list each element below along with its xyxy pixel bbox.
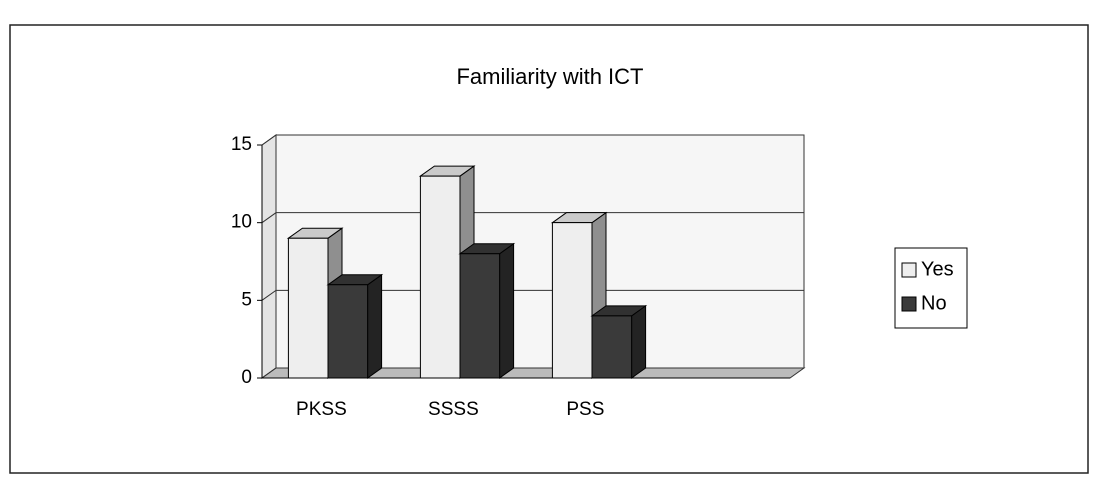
y-tick-label: 0 [241, 367, 252, 388]
x-tick-label: PSS [566, 399, 604, 420]
y-tick-label: 5 [241, 289, 252, 310]
legend-label: Yes [921, 258, 954, 280]
x-tick-label: PKSS [296, 399, 347, 420]
bar-front [591, 315, 633, 379]
y-tick-label: 15 [231, 134, 252, 155]
bar-side [499, 242, 515, 379]
bar [326, 273, 384, 379]
bar-side [631, 304, 647, 379]
legend-swatch [901, 262, 917, 278]
bar-front [419, 175, 461, 379]
bar-side [367, 273, 383, 379]
legend-swatch [901, 296, 917, 312]
legend-box [894, 247, 968, 329]
grid-line [261, 212, 804, 224]
legend-label: No [921, 292, 947, 314]
chart-title: Familiarity with ICT [456, 64, 643, 89]
grid-line [261, 134, 804, 146]
bar-front [459, 253, 501, 379]
bar-front [287, 237, 329, 379]
side-wall [261, 134, 277, 379]
y-tick-label: 10 [231, 212, 252, 233]
bar-front [551, 222, 593, 379]
bar [590, 304, 648, 379]
grid-line [261, 289, 804, 301]
bar-front [327, 284, 369, 379]
x-tick-label: SSSS [428, 399, 479, 420]
bar [458, 242, 516, 379]
